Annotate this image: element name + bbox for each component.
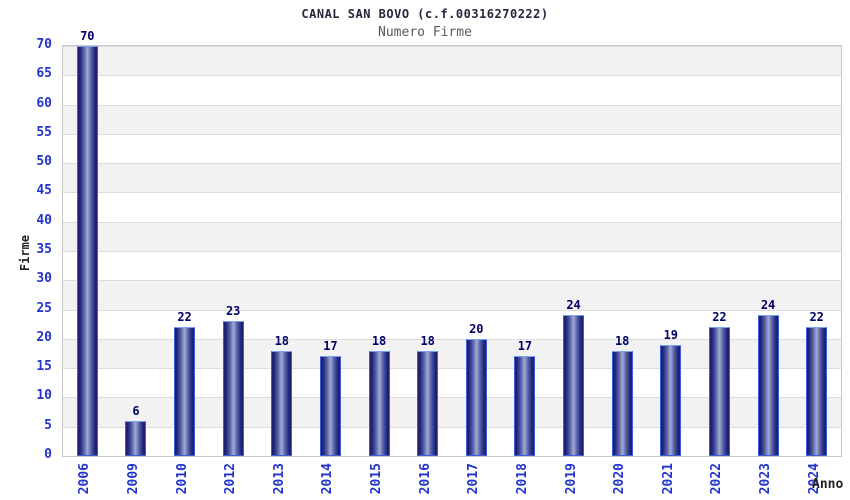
y-tick-label: 25 bbox=[36, 300, 52, 316]
bar-2017 bbox=[465, 338, 487, 456]
y-axis-ticks: 0 5 10 15 20 25 30 35 40 45 50 55 60 65 70 bbox=[0, 0, 52, 500]
bar-2024 bbox=[806, 327, 828, 456]
x-axis-title: Anno bbox=[812, 477, 844, 492]
bar-value-label: 18 bbox=[614, 333, 630, 348]
x-tick-label: 2009 bbox=[125, 463, 141, 495]
bar-2015 bbox=[368, 350, 390, 456]
bar-2013 bbox=[271, 350, 293, 456]
y-tick-label: 5 bbox=[44, 417, 52, 433]
bar-value-label: 24 bbox=[760, 298, 776, 313]
bar-2022 bbox=[708, 327, 730, 456]
plot-band bbox=[63, 133, 841, 164]
x-tick-label: 2013 bbox=[271, 463, 287, 495]
y-tick-label: 10 bbox=[36, 388, 52, 404]
bar-value-label: 20 bbox=[469, 321, 484, 336]
y-tick-label: 65 bbox=[36, 66, 52, 82]
x-tick-label: 2006 bbox=[77, 463, 93, 495]
y-tick-label: 50 bbox=[36, 154, 52, 170]
y-tick-label: 20 bbox=[36, 329, 52, 345]
y-tick-label: 40 bbox=[36, 212, 52, 228]
bar-value-label: 17 bbox=[517, 339, 533, 354]
plot-band bbox=[63, 46, 841, 76]
bar-value-label: 70 bbox=[80, 29, 95, 43]
y-tick-label: 60 bbox=[36, 95, 52, 111]
x-tick-label: 2021 bbox=[660, 463, 676, 495]
x-tick-label: 2012 bbox=[223, 463, 239, 495]
bar-2016 bbox=[417, 350, 439, 456]
y-tick-label: 0 bbox=[44, 447, 52, 462]
x-tick-label: 2010 bbox=[174, 463, 190, 495]
x-tick-label: 2020 bbox=[612, 463, 628, 495]
y-tick-label: 55 bbox=[36, 124, 52, 140]
bar-value-label: 23 bbox=[225, 304, 241, 319]
plot-area: 70 6 22 23 18 17 18 18 20 17 24 18 19 22 24 22 bbox=[62, 29, 842, 457]
bar-value-label: 18 bbox=[371, 333, 387, 348]
plot-band bbox=[63, 221, 841, 251]
bar-value-label: 22 bbox=[712, 310, 727, 325]
plot-band bbox=[63, 163, 841, 193]
plot-band bbox=[63, 104, 841, 134]
x-tick-label: 2023 bbox=[758, 463, 774, 495]
bar-value-label: 22 bbox=[177, 310, 192, 325]
bar-2021 bbox=[660, 344, 682, 456]
bar-2020 bbox=[611, 350, 633, 456]
bar-2023 bbox=[757, 315, 779, 456]
bar-value-label: 17 bbox=[323, 339, 338, 354]
bars-layer: 70 6 22 23 18 17 18 18 20 17 24 18 19 22 24 22 bbox=[63, 29, 841, 456]
y-tick-label: 30 bbox=[36, 271, 52, 287]
bar-2009 bbox=[125, 420, 147, 456]
bar-value-label: 24 bbox=[566, 298, 581, 313]
plot-band bbox=[63, 280, 841, 310]
plot-band bbox=[63, 251, 841, 281]
bar-2014 bbox=[319, 356, 341, 456]
x-tick-label: 2022 bbox=[709, 463, 725, 495]
y-tick-label: 35 bbox=[36, 242, 52, 257]
x-tick-label: 2015 bbox=[369, 463, 385, 495]
bar-value-label: 18 bbox=[420, 333, 435, 348]
chart-subtitle: Numero Firme bbox=[378, 25, 472, 40]
bar-2010 bbox=[174, 327, 196, 456]
bar-2012 bbox=[222, 321, 244, 456]
y-tick-label: 15 bbox=[36, 359, 52, 375]
y-tick-label: 70 bbox=[36, 37, 52, 52]
bar-value-label: 18 bbox=[274, 333, 290, 348]
bar-2019 bbox=[563, 315, 585, 456]
x-tick-label: 2018 bbox=[514, 463, 530, 495]
plot-band bbox=[63, 75, 841, 105]
x-tick-label: 2019 bbox=[563, 463, 579, 495]
bar-value-label: 22 bbox=[809, 310, 824, 325]
bar-2006 bbox=[76, 46, 98, 456]
chart-title: CANAL SAN BOVO (c.f.00316270222) bbox=[301, 7, 549, 21]
x-tick-label: 2014 bbox=[320, 463, 336, 495]
bar-value-label: 6 bbox=[132, 403, 140, 418]
y-tick-label: 45 bbox=[36, 183, 52, 199]
bar-2018 bbox=[514, 356, 536, 456]
x-tick-label: 2017 bbox=[466, 463, 482, 495]
x-tick-label: 2016 bbox=[417, 463, 433, 495]
plot-band bbox=[63, 192, 841, 222]
bar-value-label: 19 bbox=[663, 327, 679, 342]
